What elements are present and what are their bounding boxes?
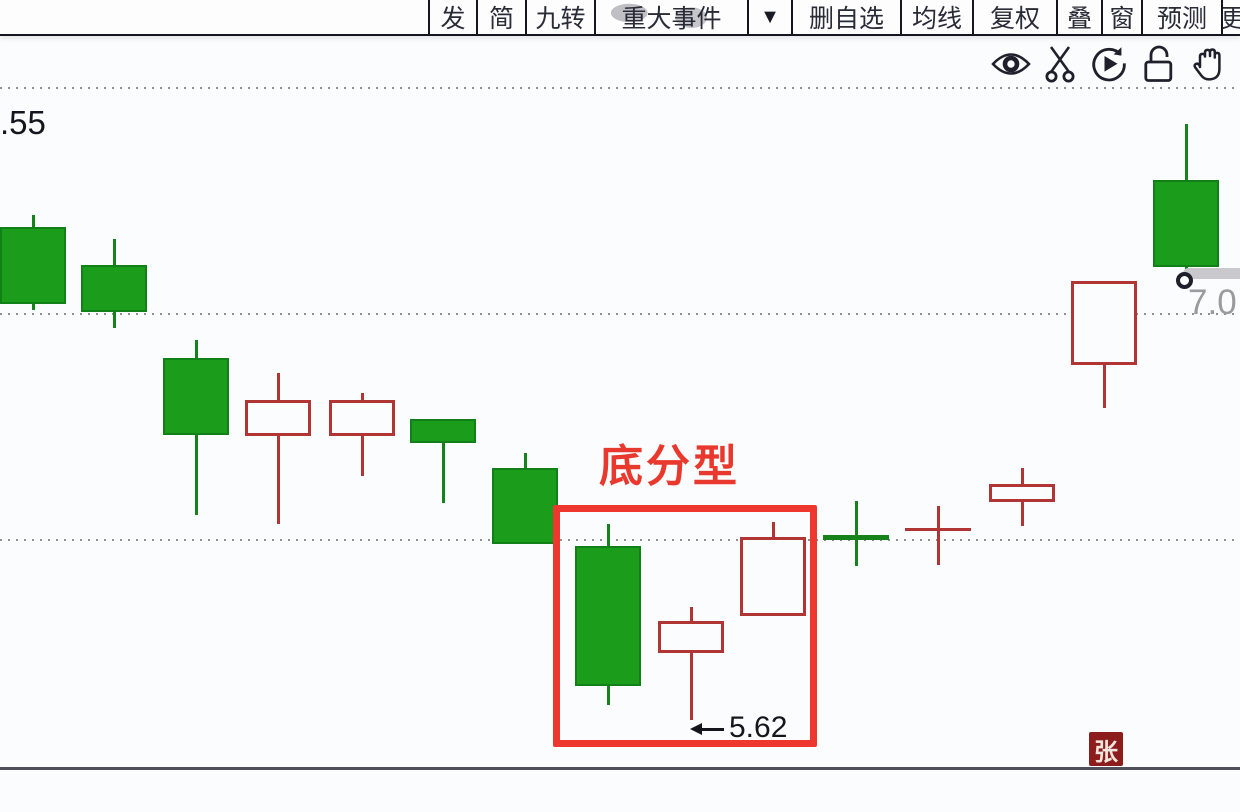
candle-body [245, 400, 311, 436]
chart-bottom-axis-line [0, 767, 1240, 770]
candle-body [740, 537, 806, 616]
low-price-callout: 5.62 [729, 711, 788, 744]
candle-body [989, 484, 1055, 502]
price-label-right: 7.0 [1188, 283, 1237, 322]
candle-wick [442, 419, 445, 503]
toolbar-button-ma-lines[interactable]: 均线 [902, 0, 974, 34]
unlock-icon[interactable] [1142, 45, 1175, 83]
candle-body [0, 227, 66, 304]
candle-body [575, 546, 641, 686]
candle-body [905, 528, 971, 531]
gridline [0, 87, 1240, 89]
arrow-line [701, 728, 724, 731]
candle-body [329, 400, 395, 436]
toolbar-button-overlay[interactable]: 叠 [1058, 0, 1103, 34]
candle-body [410, 419, 476, 443]
toolbar-button-window[interactable]: 窗 [1103, 0, 1143, 34]
author-seal-stamp: 张 [1089, 732, 1123, 766]
candle-body [81, 265, 147, 312]
candle-body [492, 468, 558, 544]
candle-body [823, 535, 889, 540]
toolbar-button-adjust[interactable]: 复权 [974, 0, 1058, 34]
candle-body [658, 621, 724, 653]
gridline [0, 313, 1240, 315]
candle-wick [855, 501, 858, 566]
toolbar-button-forecast[interactable]: 预测 [1143, 0, 1223, 34]
toolbar-button-del-watchlist[interactable]: 删自选 [793, 0, 902, 34]
candle-wick [937, 506, 940, 565]
candle-wick [277, 373, 280, 524]
toolbar-button-major-events[interactable]: 重大事件 [596, 0, 749, 34]
candle-body [1153, 180, 1219, 267]
gridline [0, 539, 1240, 541]
toolbar-button-jiuzhuan[interactable]: 九转 [527, 0, 596, 34]
pattern-annotation: 底分型 [599, 442, 740, 491]
toolbar-button-jian[interactable]: 简 [478, 0, 527, 34]
replay-icon[interactable] [1089, 44, 1129, 84]
hand-icon[interactable] [1188, 44, 1226, 84]
toolbar-button-more[interactable]: 更 [1223, 0, 1240, 34]
scissors-icon[interactable] [1044, 45, 1076, 83]
price-label-top-left: .55 [0, 104, 46, 141]
drag-handle[interactable] [1176, 272, 1193, 289]
icon-toolbar [991, 44, 1226, 84]
left-arrow-icon [690, 723, 702, 735]
candle-body [1071, 281, 1137, 365]
candle-body [163, 358, 229, 435]
price-drag-bar [1183, 268, 1240, 279]
toolbar-empty-area [0, 0, 430, 34]
eye-icon[interactable] [991, 48, 1031, 80]
candle-wick [690, 607, 693, 720]
toolbar-button-fa[interactable]: 发 [430, 0, 478, 34]
dropdown-arrow-button[interactable]: ▼ [749, 0, 793, 34]
